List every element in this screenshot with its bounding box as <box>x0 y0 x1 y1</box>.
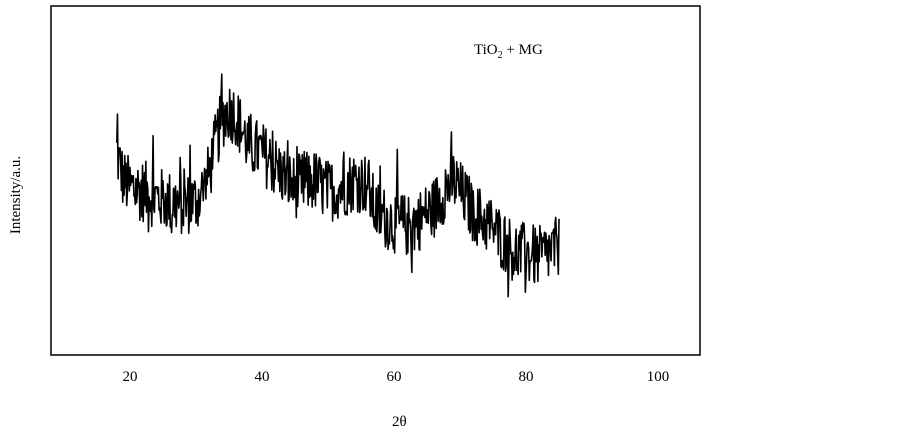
x-tick-label: 80 <box>519 369 534 385</box>
legend-main: TiO <box>474 42 498 58</box>
x-tick-label: 20 <box>123 369 138 385</box>
y-axis-label: Intensity/a.u. <box>8 156 24 234</box>
xrd-series-line <box>116 73 560 298</box>
x-tick-label: 60 <box>387 369 402 385</box>
x-tick-label: 40 <box>255 369 270 385</box>
plot-frame <box>50 5 701 356</box>
legend-label: TiO2 + MG <box>474 42 543 61</box>
x-axis-label: 2θ <box>392 414 407 430</box>
legend-sub: 2 <box>498 50 503 61</box>
x-tick-label: 100 <box>647 369 670 385</box>
x-tick-labels: 20 40 60 80 100 <box>123 369 670 385</box>
series-layer <box>116 73 560 298</box>
legend-tail: + MG <box>503 42 543 58</box>
